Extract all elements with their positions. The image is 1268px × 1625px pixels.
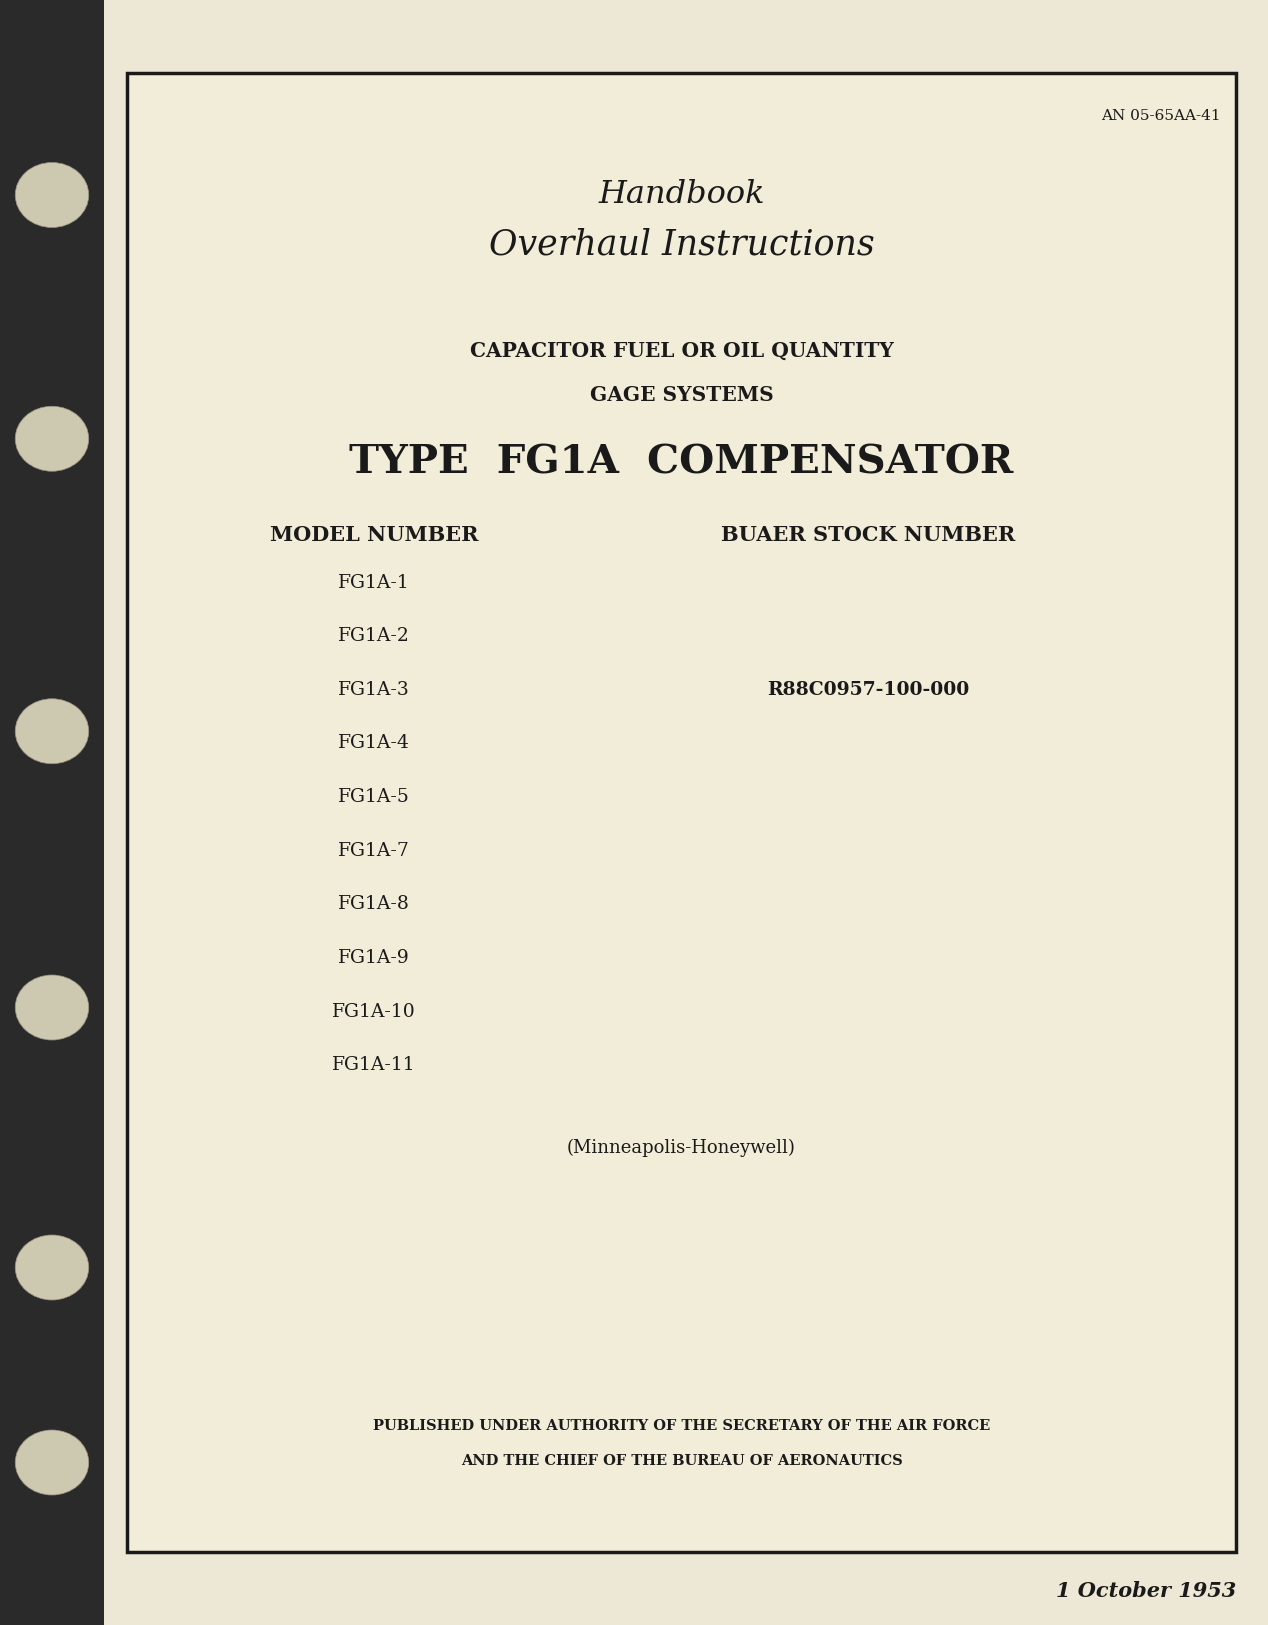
Text: GAGE SYSTEMS: GAGE SYSTEMS [590,385,773,405]
Text: FG1A-1: FG1A-1 [339,574,410,592]
Text: FG1A-11: FG1A-11 [332,1056,416,1074]
Text: CAPACITOR FUEL OR OIL QUANTITY: CAPACITOR FUEL OR OIL QUANTITY [469,341,894,361]
Ellipse shape [15,1430,89,1495]
Text: MODEL NUMBER: MODEL NUMBER [270,525,478,544]
Text: PUBLISHED UNDER AUTHORITY OF THE SECRETARY OF THE AIR FORCE: PUBLISHED UNDER AUTHORITY OF THE SECRETA… [373,1419,990,1433]
Text: FG1A-3: FG1A-3 [339,681,410,699]
Text: FG1A-5: FG1A-5 [339,788,410,806]
Text: (Minneapolis-Honeywell): (Minneapolis-Honeywell) [567,1139,796,1157]
Text: Handbook: Handbook [598,179,765,210]
Text: FG1A-10: FG1A-10 [332,1003,416,1020]
Ellipse shape [15,975,89,1040]
Text: FG1A-8: FG1A-8 [339,895,410,913]
Text: FG1A-9: FG1A-9 [339,949,410,967]
Text: FG1A-2: FG1A-2 [339,627,410,645]
Text: FG1A-7: FG1A-7 [339,842,410,860]
Ellipse shape [15,162,89,228]
Text: AN 05-65AA-41: AN 05-65AA-41 [1102,109,1221,123]
Text: R88C0957-100-000: R88C0957-100-000 [767,681,970,699]
Text: TYPE  FG1A  COMPENSATOR: TYPE FG1A COMPENSATOR [350,444,1013,481]
Text: FG1A-4: FG1A-4 [339,734,410,752]
Text: Overhaul Instructions: Overhaul Instructions [488,228,875,262]
Bar [0,0,104,1625]
Text: 1 October 1953: 1 October 1953 [1056,1581,1236,1601]
Ellipse shape [15,1235,89,1300]
Ellipse shape [15,406,89,471]
Text: AND THE CHIEF OF THE BUREAU OF AERONAUTICS: AND THE CHIEF OF THE BUREAU OF AERONAUTI… [460,1454,903,1469]
Ellipse shape [15,699,89,764]
Text: BUAER STOCK NUMBER: BUAER STOCK NUMBER [721,525,1016,544]
Bar [127,73,1236,1552]
